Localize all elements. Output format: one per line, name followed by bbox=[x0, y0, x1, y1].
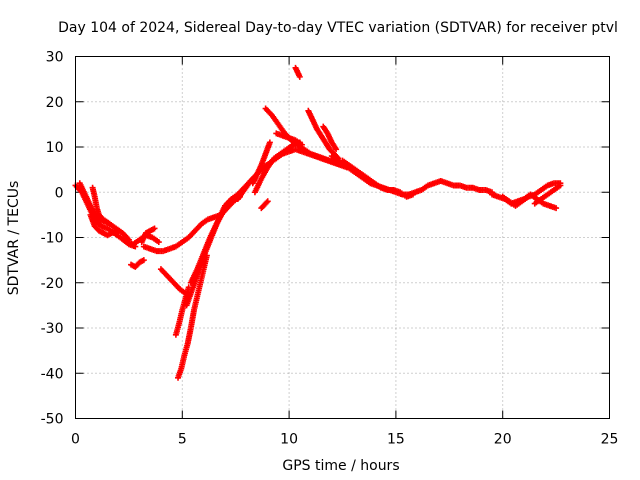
series-track-17 bbox=[251, 139, 303, 196]
series-track-18 bbox=[258, 198, 271, 212]
series-track-10 bbox=[175, 252, 210, 381]
series-track-27 bbox=[499, 180, 564, 209]
y-tick-label: -50 bbox=[41, 412, 64, 428]
series-track-9 bbox=[157, 266, 190, 298]
series-track-22 bbox=[305, 107, 342, 162]
series-track-24 bbox=[328, 153, 496, 198]
y-axis-ticks: -50 -40 -30 -20 -10 0 10 20 30 bbox=[41, 50, 610, 428]
series-track-16 bbox=[249, 139, 273, 187]
y-axis-label: SDTVAR / TECUs bbox=[6, 181, 22, 296]
series-track-7 bbox=[138, 225, 158, 246]
plot-frame bbox=[75, 56, 610, 419]
chart-title: Day 104 of 2024, Sidereal Day-to-day VTE… bbox=[58, 20, 618, 36]
series-track-8 bbox=[140, 193, 243, 255]
data-point bbox=[263, 199, 270, 206]
y-tick-label: 10 bbox=[46, 140, 64, 156]
data-point bbox=[266, 139, 273, 146]
data-point bbox=[296, 73, 303, 80]
data-point bbox=[151, 225, 158, 232]
data-points bbox=[72, 64, 564, 381]
data-point bbox=[557, 182, 564, 189]
data-point bbox=[140, 257, 147, 264]
series-track-25 bbox=[339, 157, 416, 200]
y-tick-label: -30 bbox=[41, 321, 64, 337]
series-track-23 bbox=[320, 123, 340, 153]
series-track-20 bbox=[273, 130, 305, 148]
x-tick-label: 5 bbox=[178, 432, 187, 448]
x-tick-label: 10 bbox=[280, 432, 298, 448]
series-track-13 bbox=[187, 198, 233, 286]
x-tick-label: 15 bbox=[387, 432, 405, 448]
data-point bbox=[264, 198, 271, 205]
x-axis-label: GPS time / hours bbox=[282, 458, 399, 474]
x-tick-label: 20 bbox=[494, 432, 512, 448]
y-tick-label: 30 bbox=[46, 50, 64, 66]
grid bbox=[75, 56, 610, 419]
series-track-5 bbox=[128, 257, 147, 270]
series-track-3 bbox=[87, 211, 122, 239]
y-tick-label: 0 bbox=[55, 185, 64, 201]
y-tick-label: -10 bbox=[41, 231, 64, 247]
data-point bbox=[155, 239, 162, 246]
series-track-4 bbox=[89, 184, 132, 243]
x-tick-label: 0 bbox=[71, 432, 80, 448]
data-point bbox=[298, 141, 305, 148]
y-tick-label: -40 bbox=[41, 366, 64, 382]
data-point bbox=[333, 146, 340, 153]
series-track-28 bbox=[531, 182, 564, 207]
series-track-21 bbox=[292, 64, 303, 80]
data-point bbox=[553, 205, 560, 212]
x-tick-label: 25 bbox=[601, 432, 619, 448]
y-tick-label: 20 bbox=[46, 95, 64, 111]
data-point bbox=[409, 191, 416, 198]
y-tick-label: -20 bbox=[41, 276, 64, 292]
x-axis-ticks: 0 5 10 15 20 25 bbox=[71, 56, 619, 448]
